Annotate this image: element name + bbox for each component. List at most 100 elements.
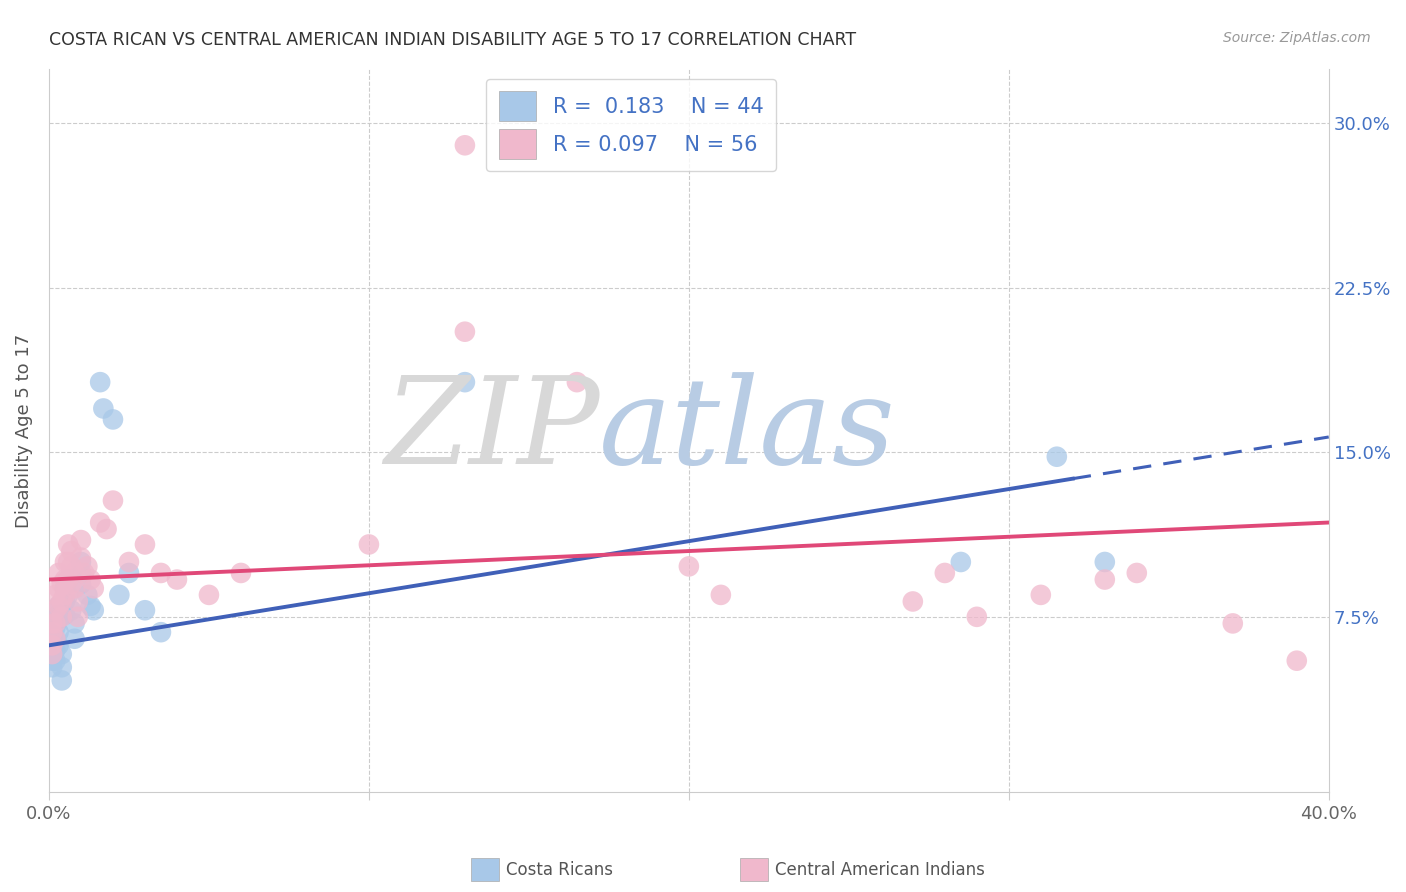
Point (60, 544, 83, 558)
Point (118, 555, 141, 569)
Point (44, 654, 66, 668)
Point (66, 610, 89, 624)
Point (41, 632, 63, 646)
Point (166, 573, 188, 587)
Point (678, 559, 700, 574)
Point (357, 537, 380, 551)
Point (710, 588, 733, 602)
Point (134, 537, 156, 551)
Point (48, 638, 70, 652)
Point (53, 573, 76, 587)
Text: Costa Ricans: Costa Ricans (506, 861, 613, 879)
Point (44, 610, 66, 624)
Point (53, 607, 76, 622)
Point (149, 566, 172, 580)
Point (73, 566, 96, 580)
Point (51, 610, 73, 624)
Point (63, 582, 86, 596)
Point (198, 588, 221, 602)
Point (41, 625, 63, 640)
Point (934, 566, 956, 580)
Point (63, 616, 86, 631)
Point (93, 401, 115, 416)
Point (79, 573, 101, 587)
Point (89, 375, 111, 389)
Point (1222, 616, 1244, 631)
Point (89, 516, 111, 530)
Point (44, 632, 66, 646)
Point (51, 577, 73, 591)
Point (454, 375, 477, 389)
Point (41, 616, 63, 631)
Point (41, 616, 63, 631)
Point (101, 493, 124, 508)
Point (48, 612, 70, 626)
Point (60, 577, 83, 591)
Point (454, 325, 477, 339)
Point (108, 588, 131, 602)
Point (41, 625, 63, 640)
Point (118, 566, 141, 580)
Point (44, 603, 66, 617)
Point (53, 555, 76, 569)
Point (56, 573, 79, 587)
Point (83, 603, 105, 617)
Point (70, 555, 93, 569)
Point (44, 621, 66, 635)
Point (79, 599, 101, 613)
Point (53, 594, 76, 608)
Point (229, 566, 252, 580)
Point (44, 616, 66, 631)
Point (51, 673, 73, 688)
Point (83, 582, 105, 596)
Point (949, 555, 972, 569)
Point (56, 537, 79, 551)
Point (41, 638, 63, 652)
Point (53, 582, 76, 596)
Point (41, 647, 63, 661)
Point (48, 599, 70, 613)
Point (41, 660, 63, 674)
Point (1046, 450, 1069, 464)
Point (56, 588, 79, 602)
Point (60, 559, 83, 574)
Point (76, 559, 98, 574)
Point (149, 625, 172, 640)
Point (48, 582, 70, 596)
Point (1126, 566, 1149, 580)
Point (101, 412, 124, 426)
Point (44, 588, 66, 602)
Point (48, 625, 70, 640)
Point (96, 522, 118, 536)
Point (1285, 654, 1308, 668)
Point (76, 588, 98, 602)
Point (966, 610, 988, 624)
Text: atlas: atlas (599, 372, 896, 489)
Point (48, 566, 70, 580)
Point (44, 642, 66, 657)
Text: COSTA RICAN VS CENTRAL AMERICAN INDIAN DISABILITY AGE 5 TO 17 CORRELATION CHART: COSTA RICAN VS CENTRAL AMERICAN INDIAN D… (49, 31, 856, 49)
Point (41, 638, 63, 652)
Point (56, 555, 79, 569)
Point (70, 533, 93, 547)
Point (70, 550, 93, 565)
Point (134, 603, 156, 617)
Point (70, 577, 93, 591)
Text: Central American Indians: Central American Indians (775, 861, 986, 879)
Point (41, 654, 63, 668)
Point (1094, 555, 1116, 569)
Point (44, 632, 66, 646)
Point (51, 660, 73, 674)
Y-axis label: Disability Age 5 to 17: Disability Age 5 to 17 (15, 334, 32, 527)
Point (51, 594, 73, 608)
Point (1029, 588, 1052, 602)
Point (901, 594, 924, 608)
Point (70, 566, 93, 580)
Point (1094, 573, 1116, 587)
Point (56, 573, 79, 587)
Point (60, 603, 83, 617)
Text: Source: ZipAtlas.com: Source: ZipAtlas.com (1223, 31, 1371, 45)
Text: ZIP: ZIP (384, 372, 599, 489)
Point (63, 566, 86, 580)
Point (565, 375, 588, 389)
